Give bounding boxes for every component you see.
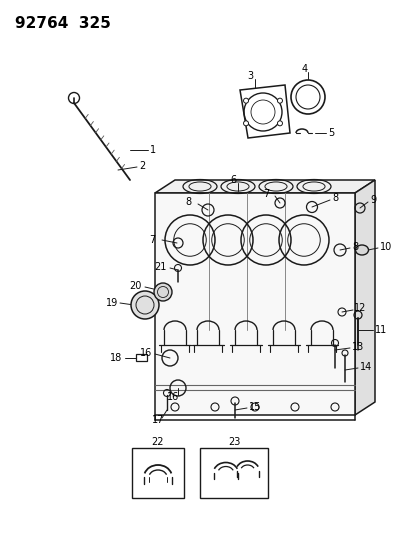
Circle shape bbox=[277, 98, 282, 103]
Text: 10: 10 bbox=[379, 242, 391, 252]
Bar bbox=[136, 354, 147, 361]
Ellipse shape bbox=[355, 245, 368, 255]
Text: 11: 11 bbox=[374, 325, 386, 335]
Text: 13: 13 bbox=[351, 342, 363, 352]
Polygon shape bbox=[154, 193, 354, 415]
Polygon shape bbox=[154, 180, 374, 193]
Text: 23: 23 bbox=[227, 437, 240, 447]
Polygon shape bbox=[240, 85, 289, 138]
Text: 4: 4 bbox=[301, 64, 307, 74]
Text: 8: 8 bbox=[331, 193, 337, 203]
Text: 8: 8 bbox=[351, 242, 357, 252]
Circle shape bbox=[243, 98, 248, 103]
Text: 12: 12 bbox=[353, 303, 366, 313]
Text: 6: 6 bbox=[229, 175, 235, 185]
Polygon shape bbox=[354, 180, 374, 415]
Circle shape bbox=[154, 283, 171, 301]
Text: 3: 3 bbox=[246, 71, 252, 81]
Text: 2: 2 bbox=[139, 161, 145, 171]
Text: 92764  325: 92764 325 bbox=[15, 16, 111, 31]
Text: 9: 9 bbox=[369, 195, 375, 205]
Circle shape bbox=[243, 121, 248, 126]
Text: 19: 19 bbox=[105, 298, 118, 308]
Text: 7: 7 bbox=[262, 189, 268, 199]
Text: 21: 21 bbox=[154, 262, 166, 272]
Text: 14: 14 bbox=[359, 362, 371, 372]
Text: 17: 17 bbox=[152, 415, 164, 425]
Bar bbox=[132, 448, 183, 498]
Text: 16: 16 bbox=[166, 392, 179, 402]
Text: 5: 5 bbox=[327, 128, 333, 138]
Text: 16: 16 bbox=[140, 348, 152, 358]
Text: 15: 15 bbox=[248, 402, 261, 412]
Text: 8: 8 bbox=[185, 197, 192, 207]
Circle shape bbox=[277, 121, 282, 126]
Text: 18: 18 bbox=[109, 353, 122, 363]
Text: 1: 1 bbox=[150, 145, 156, 155]
Text: 22: 22 bbox=[152, 437, 164, 447]
Bar bbox=[199, 448, 267, 498]
Circle shape bbox=[131, 291, 159, 319]
Text: 7: 7 bbox=[148, 235, 154, 245]
Text: 20: 20 bbox=[129, 281, 142, 291]
